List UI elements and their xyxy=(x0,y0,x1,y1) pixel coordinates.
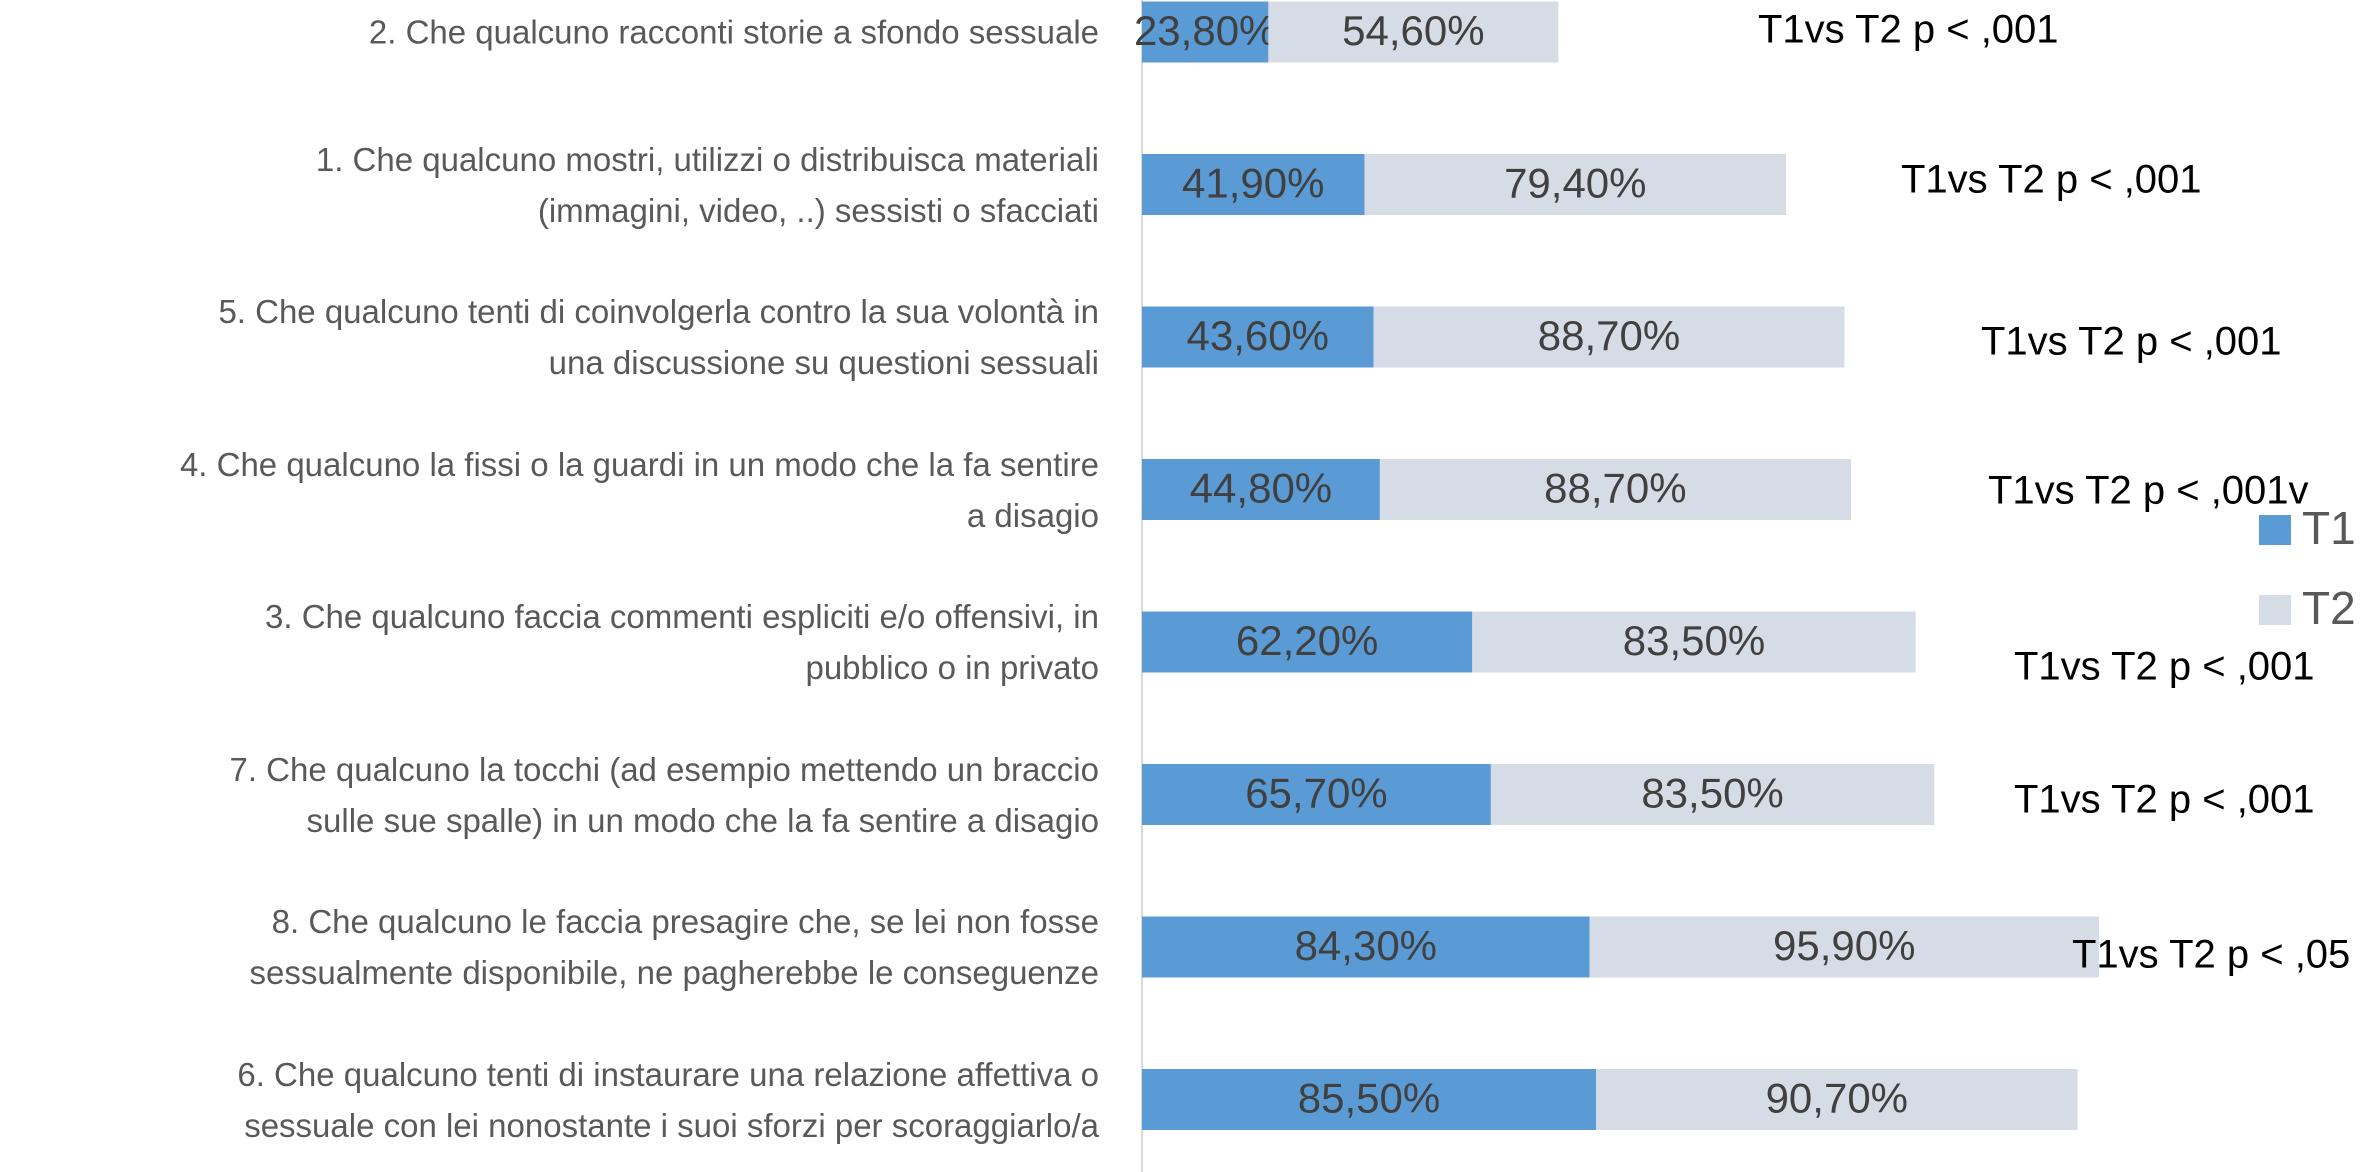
legend-label: T1 xyxy=(2302,502,2356,554)
value-label: 54,60% xyxy=(1342,7,1484,54)
bar-segment xyxy=(1142,154,1365,215)
legend-swatch xyxy=(2259,515,2291,545)
value-label: 84,30% xyxy=(1295,922,1437,969)
bar-segment xyxy=(1379,459,1851,520)
bar-segment xyxy=(1142,459,1380,520)
bar-segment xyxy=(1373,306,1845,368)
value-label: 41,90% xyxy=(1182,160,1324,207)
annotation: T1vs T2 p < ,001 xyxy=(1981,319,2282,364)
annotation: T1vs T2 p < ,001v xyxy=(1988,468,2309,513)
legend-swatch xyxy=(2259,595,2291,625)
annotation: T1vs T2 p < ,001 xyxy=(1901,157,2202,202)
value-label: 88,70% xyxy=(1544,465,1686,512)
value-label: 83,50% xyxy=(1623,617,1765,664)
legend-label: T2 xyxy=(2302,582,2356,634)
category-label: 8. Che qualcuno le faccia presagire che,… xyxy=(249,903,1099,991)
annotation: T1vs T2 p < ,001 xyxy=(2014,777,2315,822)
value-label: 65,70% xyxy=(1245,770,1387,817)
bar-segment xyxy=(1142,1069,1597,1130)
bar-segment xyxy=(1589,916,2099,978)
value-label: 62,20% xyxy=(1236,617,1378,664)
bar-segment xyxy=(1364,154,1787,215)
category-label: 3. Che qualcuno faccia commenti esplicit… xyxy=(265,598,1099,686)
bar-segment xyxy=(1596,1069,2078,1130)
category-label: 1. Che qualcuno mostri, utilizzi o distr… xyxy=(315,140,1099,229)
bar-segment xyxy=(1142,764,1491,825)
value-label: 85,50% xyxy=(1298,1075,1440,1122)
value-label: 88,70% xyxy=(1538,312,1680,359)
category-label: 6. Che qualcuno tenti di instaurare una … xyxy=(237,1055,1099,1144)
value-label: 79,40% xyxy=(1504,160,1646,207)
bar-segment xyxy=(1142,1,1269,63)
value-label: 43,60% xyxy=(1187,312,1329,359)
category-label: 4. Che qualcuno la fissi o la guardi in … xyxy=(179,445,1099,534)
bar-segment xyxy=(1142,916,1590,978)
value-label: 95,90% xyxy=(1773,922,1915,969)
annotation: T1vs T2 p < ,001 xyxy=(2014,644,2315,689)
value-label: 23,80% xyxy=(1134,7,1276,54)
value-label: 90,70% xyxy=(1766,1075,1908,1122)
annotation: T1vs T2 p < ,001 xyxy=(1758,7,2059,52)
category-label: 5. Che qualcuno tenti di coinvolgerla co… xyxy=(218,293,1099,381)
category-label: 7. Che qualcuno la tocchi (ad esempio me… xyxy=(229,750,1099,839)
bar-segment xyxy=(1268,1,1559,63)
value-label: 44,80% xyxy=(1190,465,1332,512)
bar-segment xyxy=(1142,306,1374,368)
value-label: 83,50% xyxy=(1641,770,1783,817)
bar-segment xyxy=(1472,611,1916,673)
bar-segment xyxy=(1142,611,1473,673)
category-label: 2. Che qualcuno racconti storie a sfondo… xyxy=(368,13,1099,51)
annotation: T1vs T2 p < ,05 xyxy=(2072,932,2351,977)
bar-segment xyxy=(1490,764,1935,825)
